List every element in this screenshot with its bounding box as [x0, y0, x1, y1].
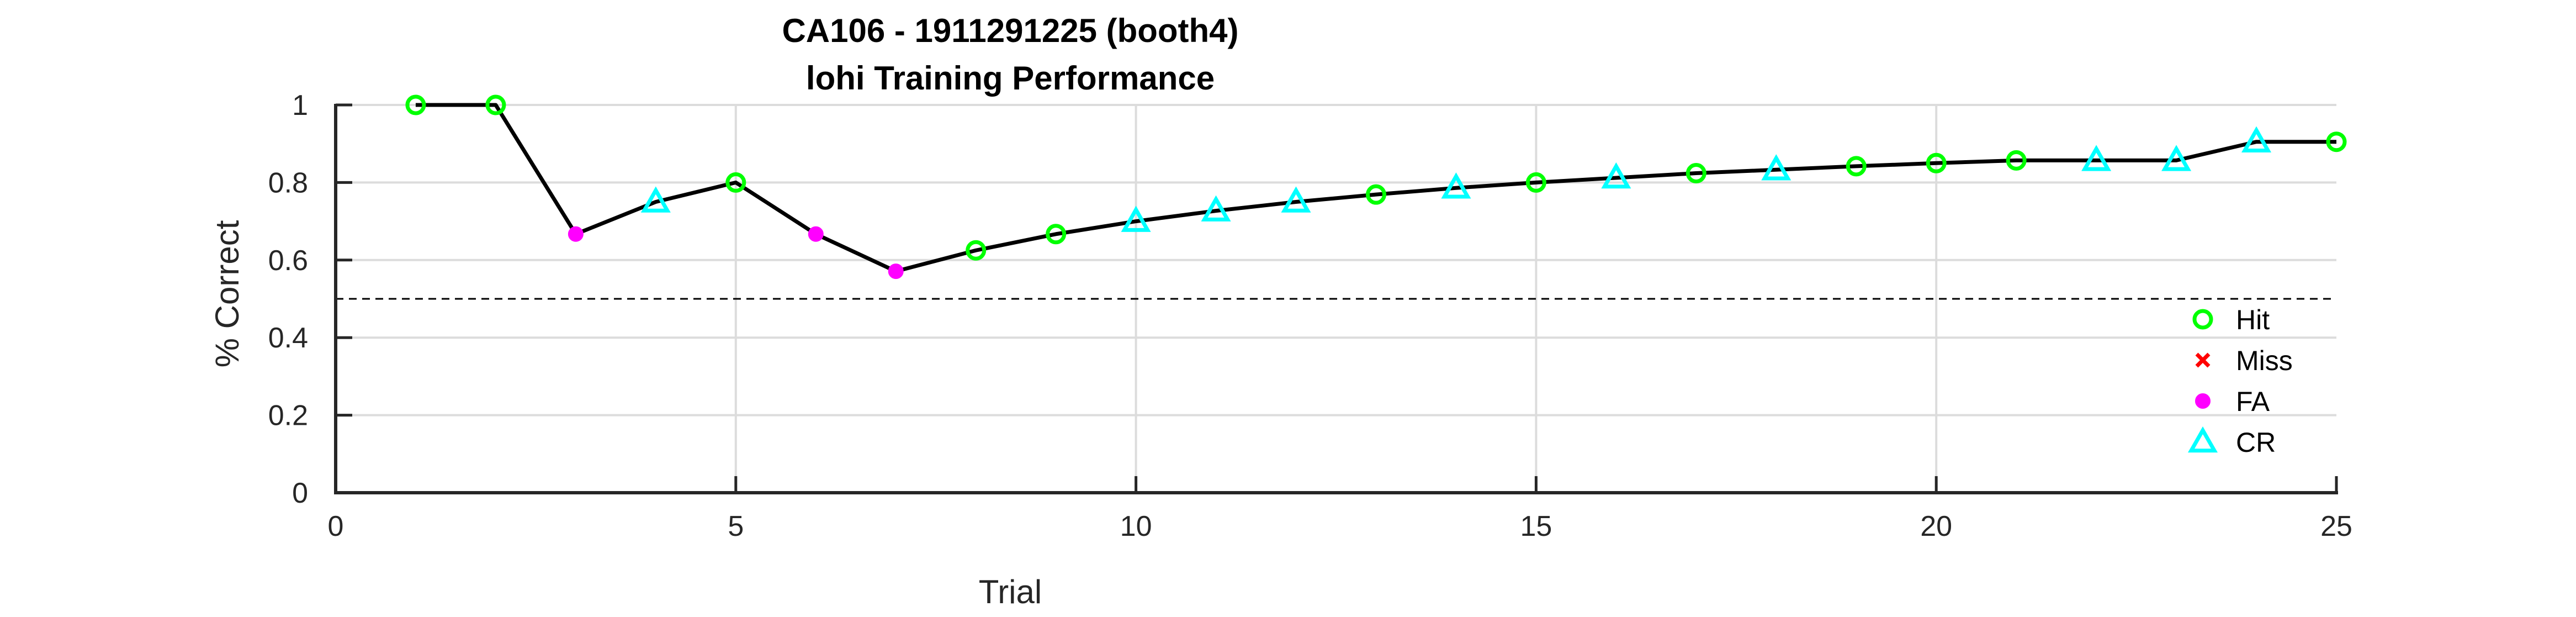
marker-layer: [405, 94, 2347, 280]
data-point-cr: [1761, 154, 1791, 181]
x-tick-label: 5: [728, 510, 744, 542]
x-tick-label: 0: [328, 510, 344, 542]
y-tick-label: 0.2: [268, 400, 308, 432]
legend-layer: Hit Miss FA CR: [2187, 304, 2293, 458]
x-tick-label: 15: [1520, 510, 1552, 542]
data-point-hit: [485, 94, 506, 115]
y-tick-label: 0.8: [268, 167, 308, 199]
data-point-hit: [405, 94, 426, 115]
chart-title-line1: CA106 - 1911291225 (booth4): [782, 12, 1238, 49]
x-axis-label: Trial: [979, 573, 1042, 610]
y-tick-label: 0: [292, 477, 308, 509]
y-axis-label: % Correct: [209, 220, 246, 367]
x-tick-label: 20: [1920, 510, 1952, 542]
data-point-cr: [640, 186, 671, 213]
data-point-hit: [725, 172, 746, 193]
x-tick-label: 25: [2320, 510, 2352, 542]
y-tick-label: 0.6: [268, 245, 308, 277]
data-point-cr: [2161, 145, 2192, 171]
legend-marker-cr: [2187, 426, 2218, 453]
data-point-hit: [1046, 224, 1067, 245]
data-point-fa: [808, 226, 824, 242]
legend-marker-miss-stroke: [2195, 352, 2211, 368]
data-point-hit: [966, 240, 987, 261]
data-point-hit: [1685, 163, 1706, 184]
data-point-cr: [1441, 172, 1471, 199]
data-point-cr: [2241, 126, 2272, 152]
data-point-hit: [1525, 172, 1546, 193]
data-point-hit: [1926, 152, 1947, 173]
data-point-fa: [568, 226, 584, 242]
x-tick-label: 10: [1120, 510, 1152, 542]
legend-label-hit: Hit: [2236, 304, 2270, 335]
data-point-hit: [2006, 150, 2027, 171]
data-point-hit: [1846, 156, 1867, 177]
performance-line: [415, 103, 2336, 273]
legend-marker-fa: [2195, 393, 2211, 409]
data-point-cr: [1201, 195, 1231, 222]
data-point-cr: [2081, 145, 2112, 171]
chart-title-line2: lohi Training Performance: [806, 60, 1215, 97]
axes-layer: 0 5 10 15 20 25 0 0.2 0.4 0.6 0.8 1: [268, 89, 2352, 542]
legend-marker-miss: [2195, 352, 2211, 368]
y-tick-label: 1: [292, 89, 308, 122]
legend-label-miss: Miss: [2236, 345, 2293, 376]
legend-marker-hit: [2192, 309, 2213, 330]
data-point-cr: [1121, 205, 1151, 232]
legend-label-cr: CR: [2236, 427, 2276, 458]
series-layer: [415, 103, 2336, 273]
data-point-hit: [1365, 184, 1386, 205]
legend-label-fa: FA: [2236, 386, 2270, 417]
data-point-hit: [2326, 131, 2347, 152]
data-point-fa: [888, 263, 904, 280]
data-point-cr: [1601, 162, 1631, 189]
data-point-cr: [1281, 186, 1311, 213]
y-tick-label: 0.4: [268, 322, 308, 354]
